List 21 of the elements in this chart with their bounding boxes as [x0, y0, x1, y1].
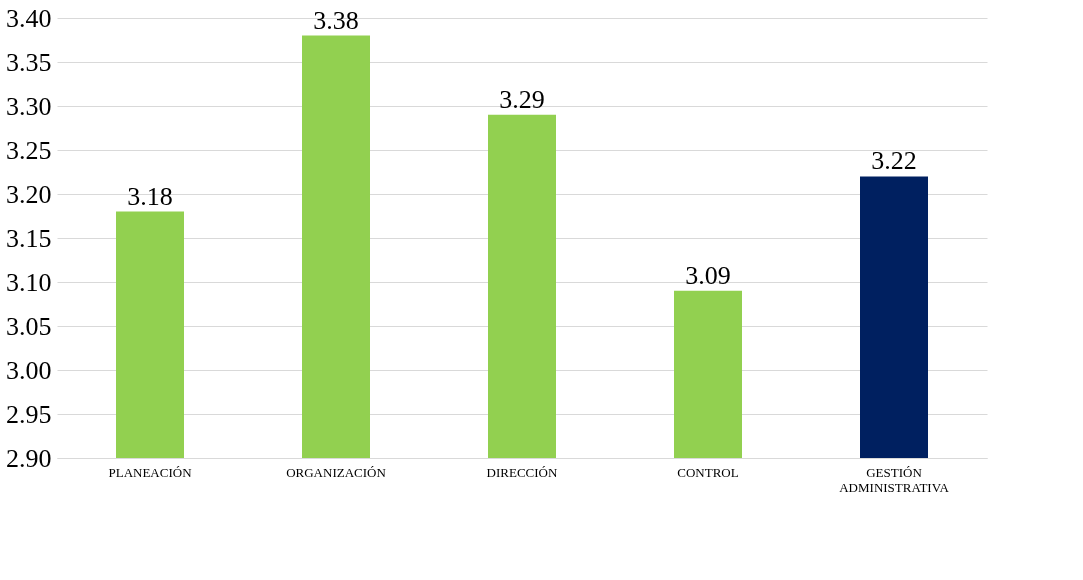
x-tick-label: CONTROL [677, 464, 739, 480]
y-tick-label: 3.10 [6, 267, 52, 297]
data-label: 3.38 [313, 5, 359, 35]
y-tick-label: 3.00 [6, 355, 52, 385]
x-tick-label: DIRECCIÓN [486, 464, 558, 480]
y-tick-label: 3.40 [6, 3, 52, 33]
x-tick-label: GESTIÓN ADMINISTRATIVA [839, 464, 950, 495]
y-tick-label: 3.25 [6, 135, 52, 165]
y-tick-label: 3.30 [6, 91, 52, 121]
x-tick-label: ORGANIZACIÓN [286, 464, 387, 480]
data-label: 3.22 [871, 146, 917, 176]
data-label: 3.18 [127, 181, 173, 211]
y-tick-label: 3.05 [6, 311, 52, 341]
y-tick-label: 2.95 [6, 399, 52, 429]
x-tick-label: PLANEACIÓN [108, 464, 193, 480]
y-tick-label: 3.35 [6, 47, 52, 77]
y-tick-label: 3.15 [6, 223, 52, 253]
y-tick-label: 2.90 [6, 443, 52, 473]
data-label: 3.29 [499, 84, 545, 114]
data-label: 3.09 [685, 260, 731, 290]
y-tick-label: 3.20 [6, 179, 52, 209]
